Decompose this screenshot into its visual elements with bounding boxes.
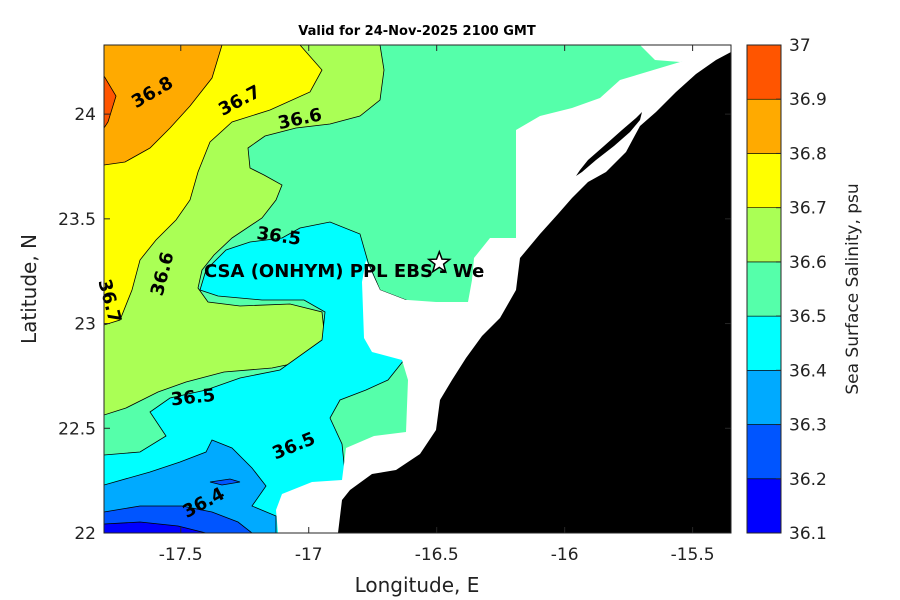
x-tick-label: -15.5 xyxy=(671,545,715,565)
band-36-9-37 xyxy=(104,75,117,129)
colorbar-swatch xyxy=(746,424,782,480)
colorbar-swatch xyxy=(746,98,782,154)
colorbar-title: Sea Surface Salinity, psu xyxy=(843,183,863,394)
contour-label: 36.5 xyxy=(170,385,216,411)
colorbar-tick-label: 36.3 xyxy=(789,416,827,436)
colorbar: 36.1 36.2 36.3 36.4 36.5 36.6 36.7 36.8 36.9 37 xyxy=(746,36,827,544)
colorbar-tick-label: 36.5 xyxy=(789,307,827,327)
band-36-8-36-9 xyxy=(104,45,223,166)
colorbar-tick-label: 36.1 xyxy=(789,524,827,544)
y-tick-label: 22 xyxy=(74,524,96,544)
x-axis-ticks: -17.5 -17 -16.5 -16 -15.5 xyxy=(159,45,715,565)
x-tick-label: -16 xyxy=(551,545,579,565)
y-tick-label: 22.5 xyxy=(58,419,96,439)
colorbar-tick-label: 36.6 xyxy=(789,253,827,273)
nodata-top xyxy=(640,45,731,62)
colorbar-tick-label: 36.4 xyxy=(789,361,827,381)
colorbar-swatch xyxy=(746,261,782,317)
colorbar-swatch xyxy=(746,315,782,371)
contour-fill-layer xyxy=(104,45,731,533)
colorbar-tick-label: 36.7 xyxy=(789,199,827,219)
station-label: CSA (ONHYM) PPL EBS - We xyxy=(204,261,484,282)
land-mass xyxy=(338,52,731,533)
colorbar-tick-label: 36.2 xyxy=(789,470,827,490)
band-36-3-lens xyxy=(209,478,241,486)
star-icon xyxy=(426,249,452,274)
map-title: Valid for 24-Nov-2025 2100 GMT xyxy=(298,24,536,39)
colorbar-swatch xyxy=(746,370,782,425)
y-tick-label: 24 xyxy=(74,105,96,125)
y-tick-label: 23.5 xyxy=(58,210,96,230)
x-tick-label: -17 xyxy=(295,545,323,565)
colorbar-swatch xyxy=(746,207,782,263)
colorbar-frame xyxy=(746,44,782,534)
y-tick-label: 23 xyxy=(74,315,96,335)
station-annotation: CSA (ONHYM) PPL EBS - We xyxy=(204,249,484,282)
colorbar-swatch xyxy=(746,153,782,208)
colorbar-tick-label: 37 xyxy=(789,36,811,56)
plot-frame xyxy=(103,44,732,534)
colorbar-tick-label: 36.9 xyxy=(789,90,827,110)
colorbar-swatch xyxy=(746,478,782,534)
colorbar-swatch xyxy=(746,44,782,100)
x-tick-label: -16.5 xyxy=(415,545,459,565)
y-axis-ticks: 24 23.5 23 22.5 22 xyxy=(58,105,731,544)
x-axis-label: Longitude, E xyxy=(355,573,480,597)
land-peninsula-outline xyxy=(576,112,642,176)
y-axis-label: Latitude, N xyxy=(17,234,41,344)
colorbar-tick-label: 36.8 xyxy=(789,144,827,164)
x-tick-label: -17.5 xyxy=(159,545,203,565)
